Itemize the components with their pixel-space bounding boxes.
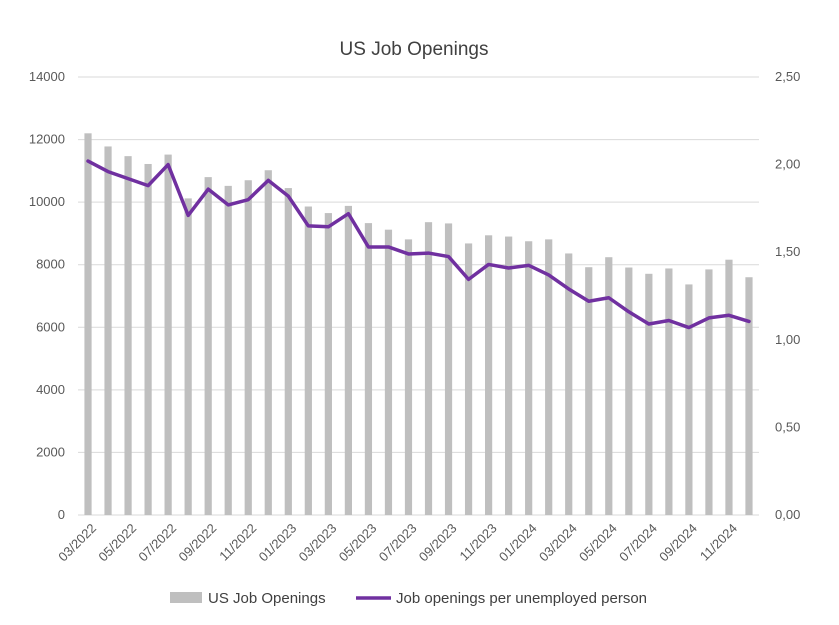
right-y-tick-label: 0,00	[775, 507, 800, 522]
left-y-tick-label: 8000	[36, 257, 65, 272]
bar	[324, 213, 332, 516]
bar	[404, 239, 413, 515]
x-tick-label: 09/2022	[175, 521, 219, 565]
bar	[565, 253, 573, 516]
bar	[424, 222, 433, 515]
x-tick-label: 05/2022	[95, 521, 139, 565]
right-y-tick-label: 2,50	[775, 69, 800, 84]
bar	[525, 241, 533, 515]
x-tick-label: 01/2024	[496, 521, 540, 565]
left-y-tick-label: 2000	[36, 444, 65, 459]
bar	[505, 236, 513, 516]
legend-swatch-bar	[170, 592, 202, 603]
series-line	[86, 159, 751, 330]
gridlines	[78, 76, 759, 516]
left-y-tick-label: 4000	[36, 382, 65, 397]
bar	[344, 205, 353, 515]
x-tick-label: 03/2023	[296, 521, 340, 565]
right-y-tick-label: 1,00	[775, 332, 800, 347]
bar	[484, 235, 493, 515]
x-tick-label: 11/2024	[697, 521, 740, 564]
right-y-axis: 0,00 0,50 1,00 1,50 2,00 2,50	[775, 69, 800, 522]
bar	[284, 188, 292, 516]
bar	[545, 239, 553, 515]
bar	[204, 177, 212, 515]
left-y-tick-label: 6000	[36, 319, 65, 334]
bar	[585, 267, 593, 515]
bar	[705, 269, 713, 515]
x-tick-label: 11/2022	[216, 521, 259, 564]
x-axis: 03/202205/202207/202209/202211/202201/20…	[55, 521, 740, 565]
bar	[304, 206, 312, 515]
left-y-tick-label: 10000	[29, 194, 65, 209]
bar	[224, 185, 232, 516]
x-tick-label: 07/2023	[376, 521, 420, 565]
bar	[745, 277, 753, 515]
left-y-tick-label: 14000	[29, 69, 65, 84]
bar	[605, 257, 613, 515]
bar-series	[84, 133, 753, 516]
bar	[645, 273, 653, 515]
x-tick-label: 11/2023	[457, 521, 500, 564]
x-tick-label: 01/2023	[256, 521, 300, 565]
right-y-tick-label: 1,50	[775, 244, 800, 259]
bar	[685, 284, 693, 515]
bar	[444, 223, 453, 515]
bar	[264, 170, 272, 515]
x-tick-label: 09/2024	[656, 521, 700, 565]
x-tick-label: 07/2024	[616, 521, 660, 565]
right-y-tick-label: 2,00	[775, 157, 800, 172]
legend: US Job Openings Job openings per unemploy…	[170, 590, 647, 607]
bar	[725, 259, 733, 515]
bar	[124, 156, 132, 515]
x-tick-label: 05/2024	[576, 521, 620, 565]
line-series	[86, 159, 751, 330]
x-tick-label: 05/2023	[336, 521, 380, 565]
legend-label: US Job Openings	[208, 590, 326, 607]
legend-label: Job openings per unemployed person	[396, 590, 647, 607]
bar	[144, 163, 152, 515]
bar	[84, 133, 92, 516]
x-tick-label: 03/2022	[55, 521, 99, 565]
bar	[364, 223, 373, 515]
bar	[164, 154, 172, 516]
x-tick-label: 09/2023	[416, 521, 460, 565]
bar	[104, 146, 112, 515]
bar	[625, 267, 633, 515]
left-y-tick-label: 0	[58, 507, 65, 522]
chart-title: US Job Openings	[340, 39, 489, 60]
left-y-axis: 0 2000 4000 6000 8000 10000 12000 14000	[29, 69, 65, 522]
bar	[384, 229, 393, 515]
x-tick-label: 07/2022	[135, 521, 179, 565]
bar	[184, 198, 192, 516]
bar	[244, 180, 252, 515]
bar	[464, 243, 473, 515]
right-y-tick-label: 0,50	[775, 419, 800, 434]
x-tick-label: 03/2024	[536, 521, 580, 565]
left-y-tick-label: 12000	[29, 132, 65, 147]
bar	[665, 268, 673, 515]
